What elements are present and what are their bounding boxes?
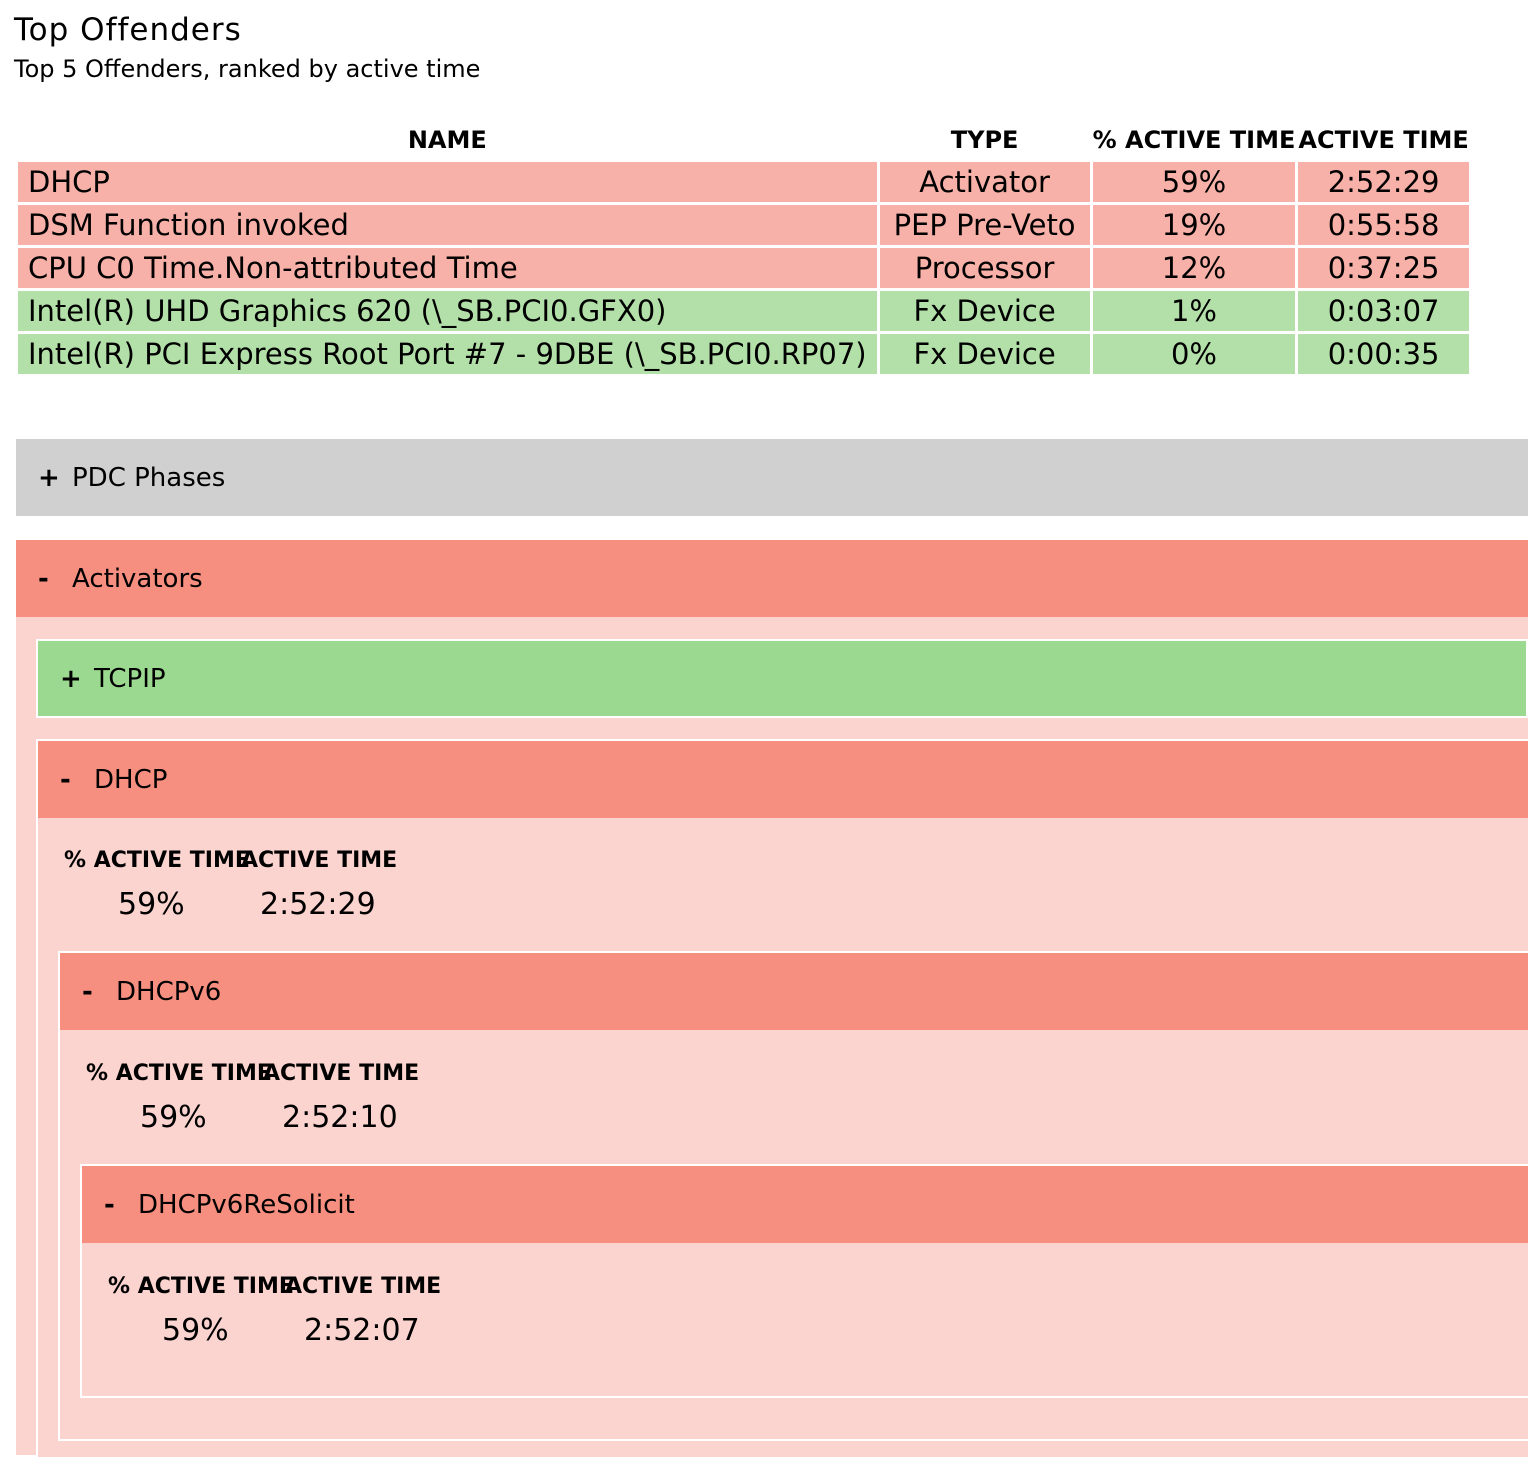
section-label: TCPIP <box>94 663 166 694</box>
row-name: DHCP <box>18 162 877 202</box>
column-header-active-time[interactable]: ACTIVE TIME <box>1298 126 1469 154</box>
row-name: CPU C0 Time.Non-attributed Time <box>18 248 877 288</box>
row-type: PEP Pre-Veto <box>879 205 1090 245</box>
expand-toggle[interactable]: + <box>38 462 60 493</box>
row-pct-active-time: 1% <box>1092 291 1296 331</box>
stat-value-active-time: 2:52:10 <box>282 1100 398 1135</box>
row-pct-active-time: 0% <box>1092 334 1296 374</box>
section-pdc-phases[interactable]: + PDC Phases <box>16 439 1528 516</box>
row-active-time: 0:00:35 <box>1298 334 1469 374</box>
row-active-time: 2:52:29 <box>1298 162 1469 202</box>
section-label: DHCP <box>94 764 168 795</box>
stat-header-active-time: ACTIVE TIME <box>285 1274 442 1299</box>
stat-header-pct-active-time: % ACTIVE TIME <box>86 1061 272 1086</box>
table-row: CPU C0 Time.Non-attributed Time Processo… <box>18 248 1469 288</box>
collapse-toggle[interactable]: - <box>60 764 71 795</box>
stat-header-pct-active-time: % ACTIVE TIME <box>64 848 250 873</box>
section-dhcpv6resolicit[interactable]: - DHCPv6ReSolicit <box>82 1166 1528 1243</box>
row-type: Fx Device <box>879 334 1090 374</box>
column-header-name[interactable]: NAME <box>407 126 487 154</box>
stat-value-pct-active-time: 59% <box>140 1100 207 1135</box>
collapse-toggle[interactable]: - <box>104 1189 115 1220</box>
row-active-time: 0:03:07 <box>1298 291 1469 331</box>
row-active-time: 0:55:58 <box>1298 205 1469 245</box>
section-label: PDC Phases <box>72 462 226 493</box>
stat-header-active-time: ACTIVE TIME <box>241 848 398 873</box>
section-label: Activators <box>72 563 203 594</box>
stat-value-pct-active-time: 59% <box>162 1313 229 1348</box>
table-row: DHCP Activator 59% 2:52:29 <box>18 162 1469 202</box>
stat-header-pct-active-time: % ACTIVE TIME <box>108 1274 294 1299</box>
row-type: Fx Device <box>879 291 1090 331</box>
section-label: DHCPv6ReSolicit <box>138 1189 355 1220</box>
page-subtitle: Top 5 Offenders, ranked by active time <box>14 55 481 83</box>
table-row: Intel(R) UHD Graphics 620 (\_SB.PCI0.GFX… <box>18 291 1469 331</box>
row-name: Intel(R) UHD Graphics 620 (\_SB.PCI0.GFX… <box>18 291 877 331</box>
expand-toggle[interactable]: + <box>60 663 82 694</box>
column-header-type[interactable]: TYPE <box>950 126 1019 154</box>
section-tcpip[interactable]: + TCPIP <box>36 639 1528 718</box>
row-pct-active-time: 12% <box>1092 248 1296 288</box>
stat-header-active-time: ACTIVE TIME <box>263 1061 420 1086</box>
section-dhcp[interactable]: - DHCP <box>38 741 1528 818</box>
stat-value-pct-active-time: 59% <box>118 887 185 922</box>
stat-value-active-time: 2:52:29 <box>260 887 376 922</box>
column-header-pct-active-time[interactable]: % ACTIVE TIME <box>1092 126 1296 154</box>
row-type: Processor <box>879 248 1090 288</box>
section-activators[interactable]: - Activators <box>16 540 1528 617</box>
row-name: Intel(R) PCI Express Root Port #7 - 9DBE… <box>18 334 877 374</box>
table-row: DSM Function invoked PEP Pre-Veto 19% 0:… <box>18 205 1469 245</box>
row-pct-active-time: 19% <box>1092 205 1296 245</box>
top-offenders-table: NAME TYPE % ACTIVE TIME ACTIVE TIME DHCP… <box>15 118 1472 377</box>
page-title: Top Offenders <box>14 12 242 48</box>
row-pct-active-time: 59% <box>1092 162 1296 202</box>
row-name: DSM Function invoked <box>18 205 877 245</box>
stat-value-active-time: 2:52:07 <box>304 1313 420 1348</box>
row-type: Activator <box>879 162 1090 202</box>
collapse-toggle[interactable]: - <box>38 563 49 594</box>
row-active-time: 0:37:25 <box>1298 248 1469 288</box>
table-row: Intel(R) PCI Express Root Port #7 - 9DBE… <box>18 334 1469 374</box>
section-dhcpv6[interactable]: - DHCPv6 <box>60 953 1528 1030</box>
section-label: DHCPv6 <box>116 976 222 1007</box>
collapse-toggle[interactable]: - <box>82 976 93 1007</box>
